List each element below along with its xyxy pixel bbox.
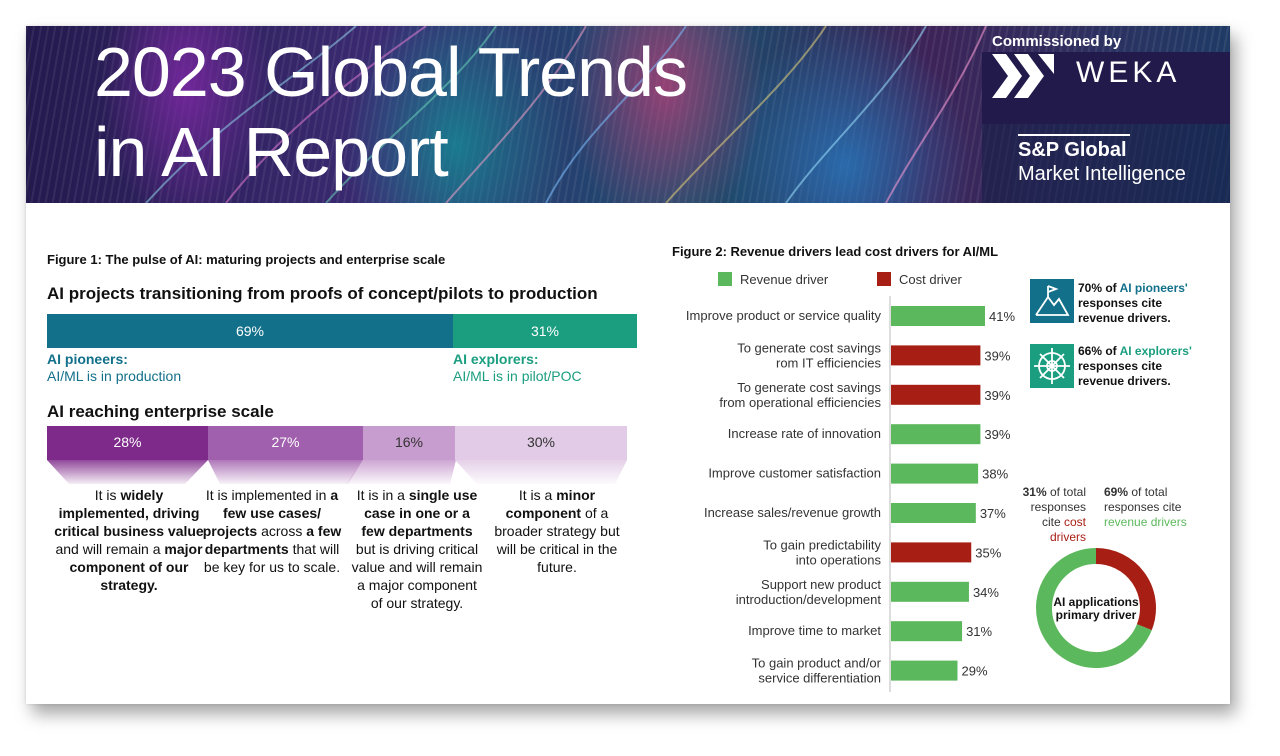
callout2-group: AI explorers' [1119,344,1192,358]
scale-heading: AI reaching enterprise scale [47,402,274,421]
commissioned-by-label: Commissioned by [992,33,1122,50]
bar-value-label-9: 29% [961,664,987,679]
bar-9 [891,660,958,681]
bar-value-label-2: 39% [984,388,1010,403]
report-title-line1: 2023 Global Trends [94,33,688,111]
category-label-1: To generate cost savings rom IT efficienc… [737,340,881,370]
category-label-9: To gain product and/or service differenti… [752,656,882,686]
pioneers-desc: AI/ML is in production [47,368,182,384]
scale-segment-widely: 28% [47,426,208,460]
note-cost-text: of total responses cite [1030,485,1086,529]
explorers-desc: AI/ML is in pilot/POC [453,368,582,384]
weka-logo-icon [992,54,1054,98]
donut-caption: AI applications primary driver [1053,595,1139,622]
category-label-2: To generate cost savings from operational… [719,380,881,410]
pioneers-label: AI pioneers: AI/ML is in production [47,351,181,385]
category-label-0: Improve product or service quality [686,308,882,323]
sponsor-box: Commissioned by WEKA S&P Global Market I… [982,26,1230,203]
spg-logo-subtitle: Market Intelligence [1018,163,1186,185]
bar-7 [891,581,969,602]
bar-0 [891,306,985,326]
donut-note-cost: 31% of total responses cite cost drivers [1010,485,1086,545]
compass-icon [1030,344,1074,388]
scale-segment-few-cases: 27% [208,426,363,460]
bar-6 [891,542,972,563]
category-label-4: Improve customer satisfaction [708,466,881,481]
header-banner: 2023 Global Trends in AI Report Commissi… [26,26,1230,203]
scale-funnel-3 [346,460,456,484]
bar-value-label-5: 37% [980,506,1006,521]
bar-1 [891,345,981,366]
explorers-revenue-callout: 66% of AI explorers' responses cite reve… [1078,344,1206,389]
infographic-card: 2023 Global Trends in AI Report Commissi… [26,26,1230,704]
category-label-7: Support new product introduction/developm… [736,577,882,607]
legend-revenue-label: Revenue driver [740,272,829,287]
mountain-flag-icon [1030,279,1074,323]
transition-heading: AI projects transitioning from proofs of… [47,284,598,303]
scale-funnel-4 [455,460,627,484]
bar-4 [891,463,979,484]
bar-5 [891,503,976,523]
note-cost-pct: 31% [1022,485,1047,499]
scale-funnel-1 [47,460,208,484]
bar-2 [891,384,981,405]
bar-8 [891,621,963,642]
report-title: 2023 Global Trends in AI Report [94,32,688,192]
pioneers-name: AI pioneers: [47,351,128,367]
bar-value-label-3: 39% [984,427,1010,442]
callout1-pct: 70% of [1078,281,1117,295]
banner-swirl-art [145,26,987,203]
legend-cost-label: Cost driver [899,272,962,287]
report-title-line2: in AI Report [94,113,449,191]
spg-logo-rule [1018,134,1130,136]
figure2-title: Figure 2: Revenue drivers lead cost driv… [672,244,999,259]
category-label-5: Increase sales/revenue growth [704,505,881,520]
callout2-rest: responses cite revenue drivers. [1078,359,1171,388]
bar-value-label-7: 34% [973,585,999,600]
callout2-pct: 66% of [1078,344,1117,358]
scale-desc-single-case: It is in a single use case in one or a f… [351,487,483,611]
bar-value-label-0: 41% [989,309,1015,324]
weka-logo-text: WEKA [1076,56,1181,89]
legend-cost-swatch [877,272,891,286]
bar-3 [891,424,981,445]
spg-logo-name: S&P Global [1018,139,1127,161]
spg-panel [982,124,1230,203]
callout1-group: AI pioneers' [1119,281,1188,295]
bar-value-label-6: 35% [975,545,1001,560]
note-rev-text: of total responses cite [1104,485,1182,514]
scale-funnel-2 [208,460,363,484]
explorers-label: AI explorers: AI/ML is in pilot/POC [453,351,582,385]
note-rev-pct: 69% [1104,485,1129,499]
bar-value-label-8: 31% [966,624,992,639]
pioneers-revenue-callout: 70% of AI pioneers' responses cite reven… [1078,281,1206,326]
explorers-name: AI explorers: [453,351,539,367]
note-rev-term: revenue drivers [1104,515,1187,529]
category-label-8: Improve time to market [748,623,881,638]
figure1-title: Figure 1: The pulse of AI: maturing proj… [47,252,446,267]
explorers-bar-segment: 31% [453,314,637,348]
note-cost-term: cost drivers [1049,515,1086,544]
donut-note-revenue: 69% of total responses cite revenue driv… [1104,485,1200,530]
bar-value-label-1: 39% [984,348,1010,363]
scale-segment-minor: 30% [455,426,627,460]
scale-desc-few-cases: It is implemented in a few use cases/ pr… [202,487,342,575]
category-label-3: Increase rate of innovation [728,426,881,441]
category-label-6: To gain predictability into operations [763,537,881,567]
callout1-rest: responses cite revenue drivers. [1078,296,1171,325]
scale-desc-minor: It is a minor component of a broader str… [494,487,620,575]
legend-revenue-swatch [718,272,732,286]
bar-value-label-4: 38% [982,467,1008,482]
pioneers-bar-segment: 69% [47,314,453,348]
scale-segment-single-case: 16% [363,426,455,460]
scale-desc-widely: It is widely implemented, driving critic… [54,487,204,593]
